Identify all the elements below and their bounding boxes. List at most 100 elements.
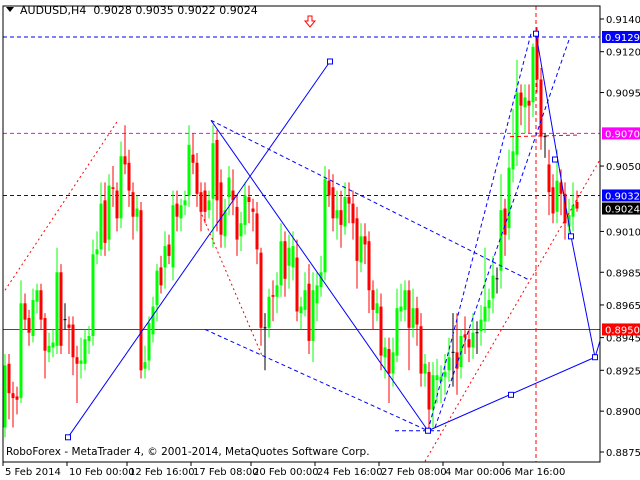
trend-line[interactable] xyxy=(570,236,596,358)
candle-body xyxy=(503,208,507,235)
candle-body xyxy=(31,300,35,336)
candle-body xyxy=(187,144,191,196)
chart-header: AUDUSD,H4 0.9028 0.9035 0.9022 0.9024 xyxy=(6,4,258,17)
trend-line[interactable] xyxy=(210,119,531,281)
candle-body xyxy=(399,306,403,312)
candle-body xyxy=(535,35,539,80)
x-tick-label: 10 Feb 00:00 xyxy=(69,467,135,478)
candle-body xyxy=(195,162,199,194)
price-label-box xyxy=(602,30,640,43)
candle-body xyxy=(143,362,147,369)
trend-line[interactable] xyxy=(67,61,331,438)
candle-body xyxy=(395,308,399,356)
candle-body xyxy=(519,92,523,106)
y-tick-label: 0.8925 xyxy=(606,366,640,377)
price-label: 0.9070 xyxy=(605,129,640,140)
candle-body xyxy=(559,182,563,194)
candle-body xyxy=(155,270,159,305)
x-tick-label: 27 Feb 08:00 xyxy=(381,467,447,478)
candle-body xyxy=(315,285,319,304)
candle-body xyxy=(191,154,195,163)
candle-body xyxy=(467,339,471,348)
candle-body xyxy=(339,210,343,225)
candle-body xyxy=(323,179,327,273)
candle-body xyxy=(327,180,331,196)
candle-body xyxy=(83,339,87,364)
candle-body xyxy=(123,156,127,165)
candle-body xyxy=(511,151,515,170)
candle-body xyxy=(227,177,231,198)
candle-body xyxy=(55,272,59,346)
candle-body xyxy=(279,241,283,286)
anchor-point-marker[interactable] xyxy=(533,30,539,37)
anchor-point-marker[interactable] xyxy=(592,354,598,361)
price-label: 0.9024 xyxy=(605,205,640,216)
trend-line[interactable] xyxy=(204,328,429,432)
trend-line[interactable] xyxy=(210,120,429,432)
candle-body xyxy=(331,187,335,219)
candle-body xyxy=(59,272,63,346)
candle-body xyxy=(215,139,219,201)
candle-body xyxy=(443,371,447,377)
candle-body xyxy=(231,190,235,201)
x-tick-label: 24 Feb 16:00 xyxy=(317,467,383,478)
candle-body xyxy=(223,210,227,237)
candle-body xyxy=(3,365,7,428)
candle-body xyxy=(211,143,215,199)
candle-body xyxy=(267,296,271,328)
y-tick-label: 0.9010 xyxy=(606,227,640,238)
trend-line[interactable] xyxy=(509,134,581,138)
trend-line[interactable] xyxy=(535,33,572,237)
candle-body xyxy=(247,197,251,203)
candle-body xyxy=(515,92,519,155)
candle-body xyxy=(79,360,83,364)
candle-body xyxy=(571,205,575,217)
candle-body xyxy=(107,185,111,240)
price-label: 0.9032 xyxy=(605,191,640,202)
y-tick-label: 0.9140 xyxy=(606,15,640,26)
candle-body xyxy=(435,375,439,381)
y-tick-label: 0.9095 xyxy=(606,89,640,100)
candle-body xyxy=(463,334,467,338)
candle-body xyxy=(287,247,291,266)
candle-body xyxy=(27,318,31,333)
x-tick-label: 6 Mar 16:00 xyxy=(505,467,565,478)
sell-arrow-icon[interactable] xyxy=(303,15,317,28)
candle-body xyxy=(255,213,259,250)
trend-line[interactable] xyxy=(427,33,532,431)
candle-body xyxy=(355,218,359,261)
candle-body xyxy=(387,349,391,374)
candle-body xyxy=(555,180,559,212)
candle-body xyxy=(471,332,475,348)
candle-body xyxy=(95,249,99,255)
candle-body xyxy=(379,306,383,356)
candle-body xyxy=(343,197,347,227)
anchor-point-marker[interactable] xyxy=(508,391,514,398)
trend-line[interactable] xyxy=(4,120,119,291)
anchor-point-marker[interactable] xyxy=(552,156,558,163)
dropdown-triangle-icon[interactable] xyxy=(6,7,14,12)
anchor-point-marker[interactable] xyxy=(327,58,333,65)
anchor-point-marker[interactable] xyxy=(65,434,71,441)
candle-body xyxy=(67,324,71,328)
candle-body xyxy=(51,342,55,348)
candle-body xyxy=(135,208,139,217)
x-tick-label: 12 Feb 16:00 xyxy=(129,467,195,478)
price-label: 0.8950 xyxy=(605,325,640,336)
candle-body xyxy=(483,306,487,322)
candle-body xyxy=(239,223,243,237)
candle-body xyxy=(423,363,427,374)
trend-line[interactable] xyxy=(434,36,571,428)
y-tick-label: 0.8985 xyxy=(606,268,640,279)
candle-body xyxy=(347,197,351,204)
trend-line[interactable] xyxy=(199,209,263,356)
candle-body xyxy=(567,215,571,227)
candle-body xyxy=(415,308,419,325)
candle-body xyxy=(183,200,187,206)
candle-body xyxy=(523,97,527,108)
candle-body xyxy=(507,167,511,229)
anchor-point-marker[interactable] xyxy=(425,427,431,434)
anchor-point-marker[interactable] xyxy=(568,233,574,240)
